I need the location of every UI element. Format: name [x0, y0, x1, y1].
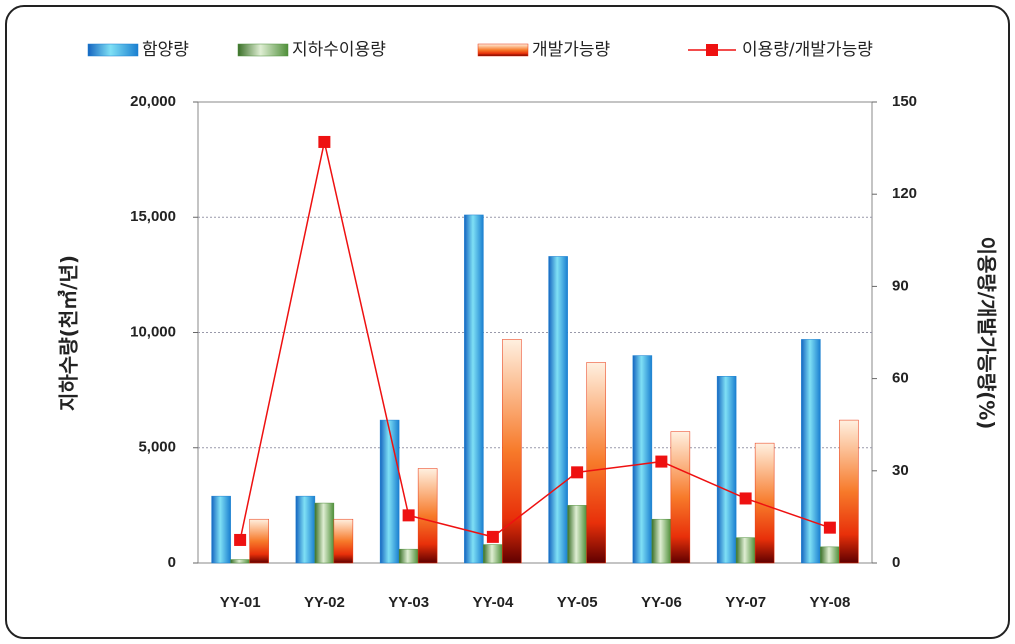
- x-tick-label: YY-02: [304, 594, 345, 611]
- bar: [398, 548, 419, 564]
- y2-tick-label: 0: [892, 554, 900, 571]
- marker: [739, 492, 752, 505]
- bar: [716, 376, 737, 564]
- legend-label: 이용량/개발가능량: [742, 40, 873, 60]
- bar: [670, 431, 691, 564]
- bar: [417, 468, 438, 564]
- marker: [571, 466, 584, 479]
- bar: [651, 518, 672, 564]
- bar: [211, 495, 231, 564]
- bar: [483, 544, 503, 564]
- bar: [249, 518, 269, 564]
- legend-label: 개발가능량: [532, 40, 611, 60]
- marker: [655, 455, 668, 468]
- bar: [801, 339, 821, 564]
- marker: [823, 521, 836, 534]
- bar: [735, 537, 756, 564]
- marker: [318, 135, 331, 148]
- bar: [567, 505, 587, 564]
- y2-axis-label: 이용량/개발가능량(%): [975, 237, 999, 430]
- marker: [402, 509, 415, 522]
- y-axis-label: 지하수량(천㎥/년): [57, 255, 81, 411]
- bar: [548, 256, 568, 564]
- line: [239, 141, 831, 541]
- bar: [632, 355, 653, 564]
- legend-marker: [706, 44, 718, 56]
- legend-swatch: [87, 43, 139, 57]
- y2-tick-label: 120: [892, 185, 917, 202]
- legend-label: 지하수이용량: [292, 40, 386, 60]
- x-tick-label: YY-01: [220, 594, 261, 611]
- legend-swatch: [477, 43, 529, 57]
- x-tick-label: YY-05: [557, 594, 598, 611]
- y-tick-label: 5,000: [138, 439, 176, 456]
- marker: [234, 533, 247, 546]
- legend-label: 함양량: [142, 40, 189, 60]
- bar: [230, 559, 250, 564]
- y2-tick-label: 150: [892, 93, 917, 110]
- x-tick-label: YY-07: [725, 594, 766, 611]
- legend-swatch: [237, 43, 289, 57]
- bar: [379, 419, 400, 564]
- y-tick-label: 20,000: [130, 93, 176, 110]
- y2-tick-label: 90: [892, 277, 909, 294]
- x-tick-label: YY-08: [809, 594, 850, 611]
- bar: [820, 546, 840, 564]
- bar: [586, 362, 606, 564]
- y-tick-label: 10,000: [130, 323, 176, 340]
- y-tick-label: 15,000: [130, 208, 176, 225]
- x-tick-label: YY-04: [472, 594, 514, 611]
- bar: [502, 339, 522, 564]
- bar: [754, 442, 775, 564]
- bar: [295, 495, 316, 564]
- x-tick-label: YY-03: [388, 594, 429, 611]
- bar: [839, 419, 859, 564]
- bar: [314, 502, 335, 564]
- bar: [464, 214, 484, 564]
- bar: [333, 518, 354, 564]
- y-tick-label: 0: [168, 554, 176, 571]
- marker: [486, 530, 499, 543]
- y2-tick-label: 30: [892, 462, 909, 479]
- y2-tick-label: 60: [892, 370, 909, 387]
- x-tick-label: YY-06: [641, 594, 682, 611]
